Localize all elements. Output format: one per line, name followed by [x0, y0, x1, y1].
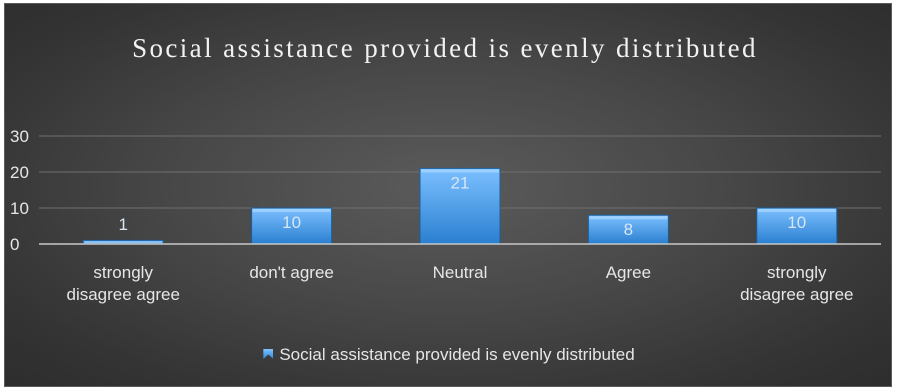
data-label: 8 [624, 220, 633, 239]
x-category-label: Agree [606, 263, 651, 282]
x-category-label: don't agree [249, 263, 334, 282]
plot-area: 0 10 20 30 1 10 21 8 10 strongly disagree agree d… [10, 127, 881, 304]
bars [82, 167, 838, 245]
data-label: 21 [451, 173, 470, 192]
y-tick-label: 0 [10, 235, 19, 254]
x-category-label: strongly [767, 263, 827, 282]
chart-frame: Social assistance provided is evenly dis… [4, 3, 892, 387]
chart-title: Social assistance provided is evenly dis… [132, 33, 758, 63]
bar-highlight [421, 169, 499, 173]
bar-highlight [757, 209, 836, 212]
bar [419, 167, 501, 245]
y-tick-label: 20 [10, 163, 29, 182]
data-labels: 1 10 21 8 10 [118, 173, 806, 239]
data-label: 10 [282, 213, 301, 232]
data-label: 1 [118, 215, 127, 234]
y-axis-tick-labels: 0 10 20 30 [10, 127, 29, 254]
x-category-label: strongly [93, 263, 153, 282]
legend-swatch [263, 349, 274, 359]
y-tick-label: 30 [10, 127, 29, 146]
y-tick-label: 10 [10, 199, 29, 218]
x-category-label: disagree agree [66, 285, 179, 304]
bar-highlight [252, 209, 331, 212]
x-category-label: Neutral [433, 263, 488, 282]
x-category-label: disagree agree [740, 285, 853, 304]
bar [251, 207, 333, 245]
x-axis-category-labels: strongly disagree agree don't agree Neutral… [66, 263, 853, 304]
bar-highlight [589, 216, 668, 220]
legend-label: Social assistance provided is evenly dis… [279, 345, 635, 364]
bar-highlight [84, 241, 163, 243]
legend: Social assistance provided is evenly dis… [5, 344, 891, 366]
data-label: 10 [787, 213, 806, 232]
